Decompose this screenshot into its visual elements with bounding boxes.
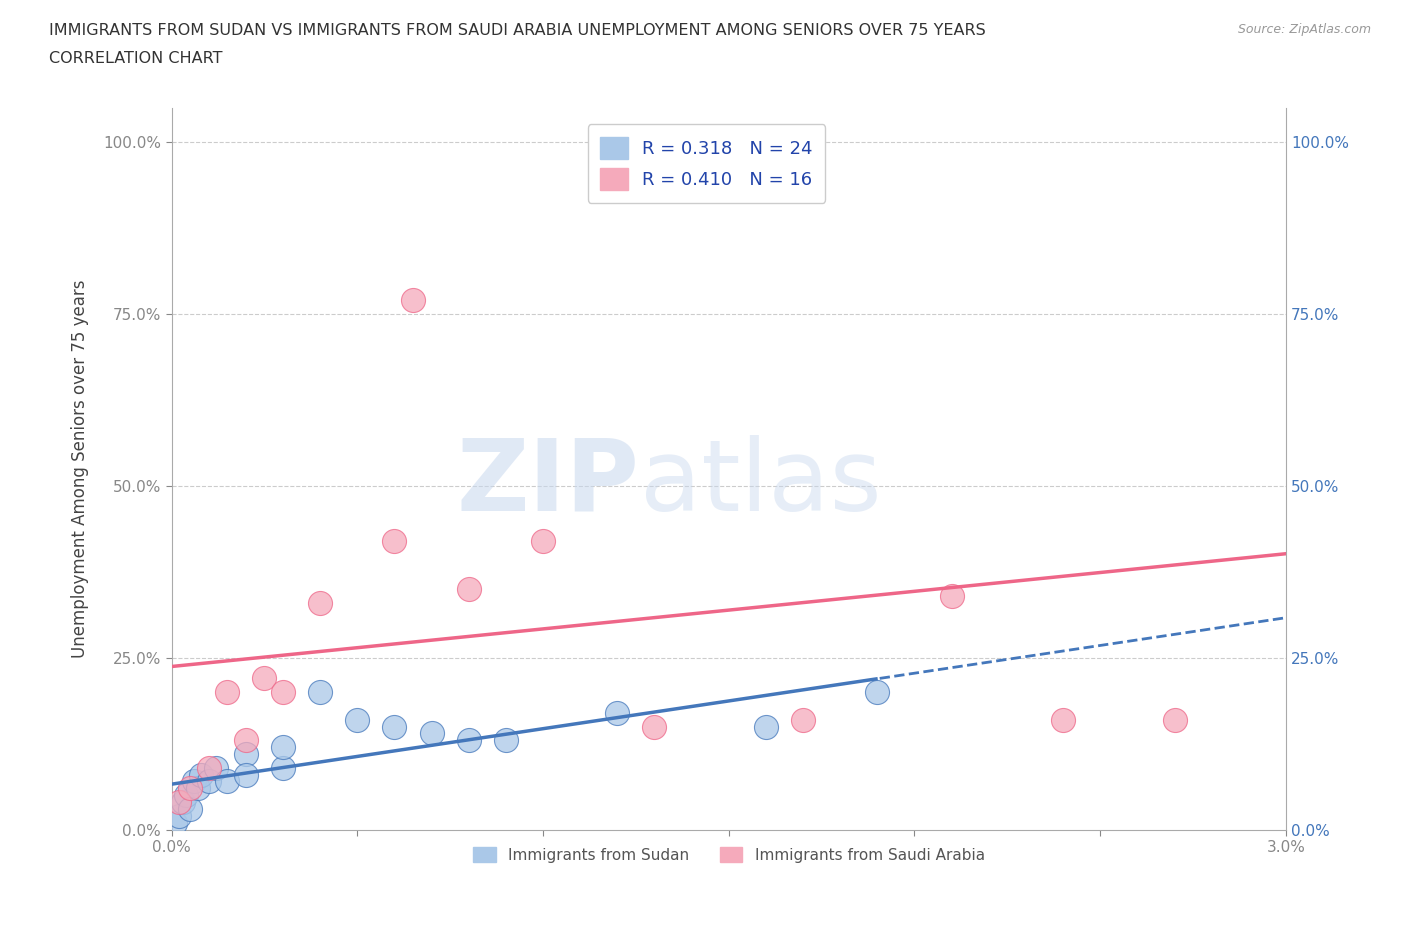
Point — [346, 712, 368, 727]
Point — [495, 733, 517, 748]
Point — [217, 684, 239, 699]
Point — [792, 155, 814, 170]
Point — [172, 794, 194, 809]
Point — [384, 534, 406, 549]
Point — [309, 595, 332, 610]
Point — [197, 761, 219, 776]
Point — [606, 705, 628, 720]
Point — [179, 802, 201, 817]
Point — [190, 767, 212, 782]
Point — [253, 671, 276, 685]
Point — [643, 719, 665, 734]
Point — [309, 684, 332, 699]
Text: Source: ZipAtlas.com: Source: ZipAtlas.com — [1237, 23, 1371, 36]
Text: IMMIGRANTS FROM SUDAN VS IMMIGRANTS FROM SAUDI ARABIA UNEMPLOYMENT AMONG SENIORS: IMMIGRANTS FROM SUDAN VS IMMIGRANTS FROM… — [49, 23, 986, 38]
Point — [235, 767, 257, 782]
Point — [866, 684, 889, 699]
Point — [197, 774, 219, 789]
Point — [187, 781, 209, 796]
Point — [402, 293, 425, 308]
Point — [457, 581, 479, 596]
Point — [235, 733, 257, 748]
Y-axis label: Unemployment Among Seniors over 75 years: Unemployment Among Seniors over 75 years — [72, 280, 89, 658]
Point — [1052, 712, 1074, 727]
Point — [205, 761, 228, 776]
Point — [531, 534, 554, 549]
Point — [176, 788, 198, 803]
Text: ZIP: ZIP — [457, 434, 640, 532]
Point — [167, 794, 190, 809]
Point — [384, 719, 406, 734]
Point — [271, 739, 294, 754]
Point — [1163, 712, 1185, 727]
Point — [420, 726, 443, 741]
Point — [271, 761, 294, 776]
Point — [271, 684, 294, 699]
Point — [941, 589, 963, 604]
Point — [792, 712, 814, 727]
Point — [457, 733, 479, 748]
Point — [235, 747, 257, 762]
Point — [167, 808, 190, 823]
Text: atlas: atlas — [640, 434, 882, 532]
Text: CORRELATION CHART: CORRELATION CHART — [49, 51, 222, 66]
Point — [165, 816, 187, 830]
Point — [183, 774, 205, 789]
Point — [179, 781, 201, 796]
Legend: Immigrants from Sudan, Immigrants from Saudi Arabia: Immigrants from Sudan, Immigrants from S… — [467, 841, 991, 869]
Point — [217, 774, 239, 789]
Point — [755, 719, 778, 734]
